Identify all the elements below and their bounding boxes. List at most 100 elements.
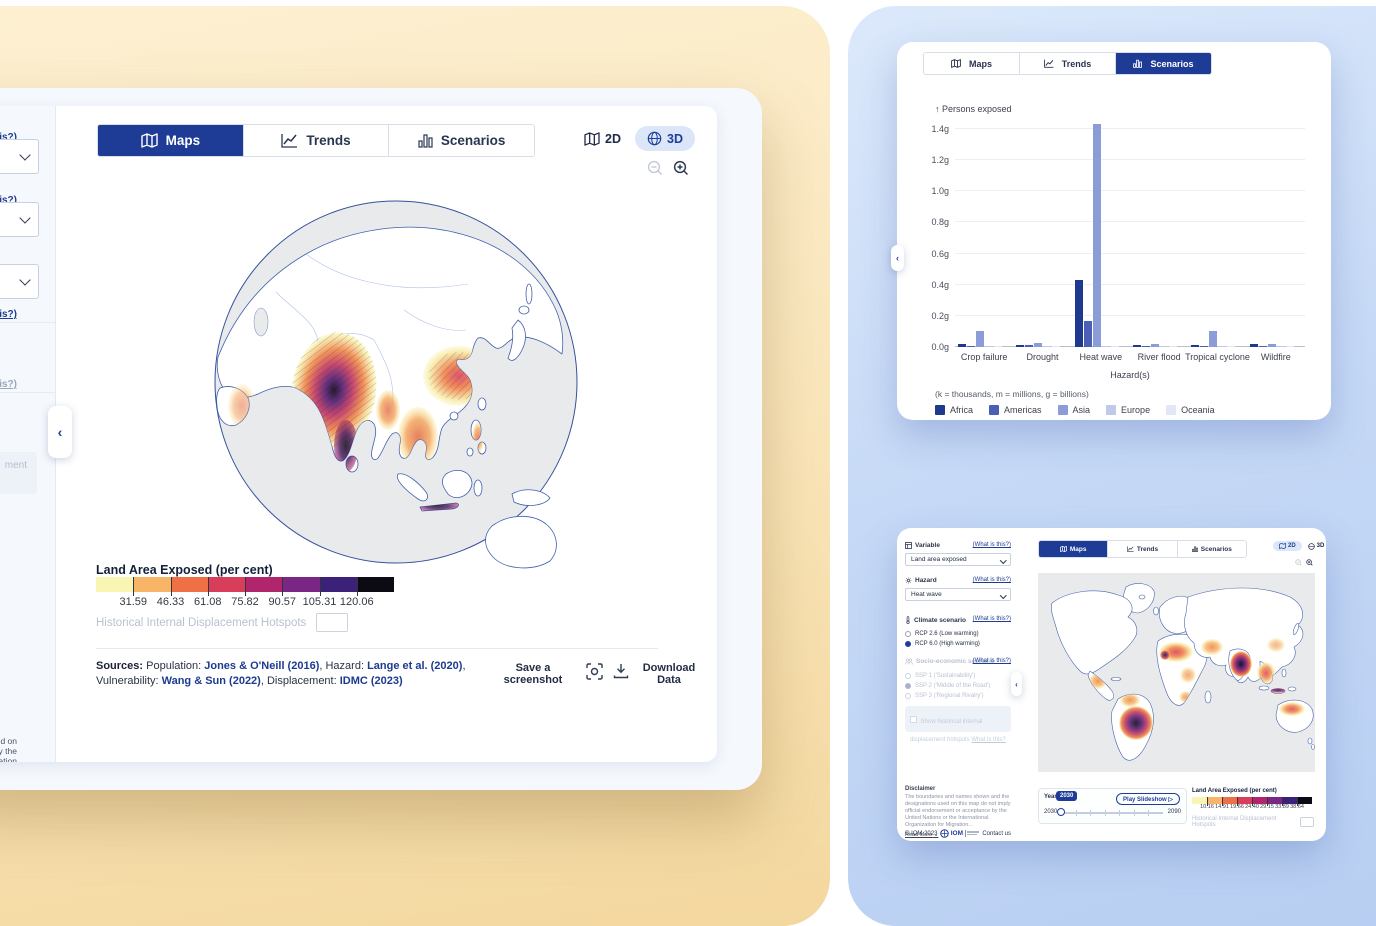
tab-trends[interactable]: Trends [243,125,390,156]
what-is-this-link[interactable]: (What is this?) [972,542,1011,548]
hazard-select[interactable]: Heat wave [905,588,1011,601]
view-2d-button[interactable]: 2D [582,127,623,151]
radio-rcp26[interactable]: RCP 2.6 (Low warming) [905,631,979,637]
what-is-this-link[interactable]: t is this?) [0,309,17,320]
tab-trends[interactable]: Trends [1108,541,1178,557]
view-3d-button[interactable]: 3D [1307,542,1324,550]
screenshot-icon[interactable] [586,663,603,680]
bar-europe-crop-failure[interactable] [985,346,993,347]
what-is-this-link[interactable]: t is this?) [0,195,17,206]
legend-item-americas[interactable]: Americas [989,405,1042,415]
chart-y-axis-title: ↑ Persons exposed [935,104,1012,114]
what-is-this-link[interactable]: (What is this?) [972,658,1011,664]
bar-asia-heat-wave[interactable] [1092,124,1101,347]
sidebar-collapse-button[interactable]: ‹ [1011,672,1022,696]
bar-europe-wildfire[interactable] [1276,346,1285,347]
sidebar-collapse-button[interactable]: ‹ [891,245,904,271]
bar-oceania-crop-failure[interactable] [994,346,1002,347]
zoom-in-icon[interactable] [1306,559,1313,566]
checkbox-icon[interactable] [910,716,917,723]
tab-scenarios[interactable]: Scenarios [1177,541,1246,557]
tab-scenarios[interactable]: Scenarios [1116,53,1211,74]
radio-rcp60[interactable]: RCP 6.0 (High warming) [905,641,980,647]
bar-americas-wildfire[interactable] [1258,345,1267,347]
bar-asia-river-flood[interactable] [1151,344,1159,347]
radio-ssp3-disabled[interactable]: SSP 3 ('Regional Rivalry') [905,693,984,699]
read-more-link[interactable]: Read More ⌄ [905,832,939,838]
contact-us-link[interactable]: Contact us [982,830,1011,837]
bar-africa-river-flood[interactable] [1133,345,1141,347]
bar-americas-river-flood[interactable] [1142,346,1150,347]
bar-americas-heat-wave[interactable] [1083,320,1092,347]
bar-chart-plot[interactable] [955,124,1305,347]
bar-europe-drought[interactable] [1043,346,1052,347]
scenario-select-clipped[interactable] [0,264,39,299]
tab-maps[interactable]: Maps [924,53,1020,74]
download-icon[interactable] [613,663,629,680]
bar-asia-crop-failure[interactable] [976,331,984,347]
bar-africa-drought[interactable] [1016,344,1025,347]
bar-africa-crop-failure[interactable] [958,343,966,347]
bar-asia-wildfire[interactable] [1267,343,1276,347]
source-link[interactable]: Lange et al. (2020) [367,660,463,672]
save-screenshot-button[interactable]: Save a screenshot [503,662,563,686]
legend-item-asia[interactable]: Asia [1057,405,1091,415]
year-slider-handle[interactable] [1057,808,1065,816]
bar-africa-wildfire[interactable] [1249,344,1258,347]
legend-label: Asia [1072,405,1091,415]
bar-africa-heat-wave[interactable] [1074,280,1083,347]
bar-oceania-heat-wave[interactable] [1110,346,1119,347]
hotspots-swatch-box[interactable] [316,613,349,632]
zoom-in-icon[interactable] [673,160,689,176]
bar-asia-drought[interactable] [1034,342,1043,347]
tab-maps[interactable]: Maps [1039,541,1109,557]
legend-item-europe[interactable]: Europe [1106,405,1150,415]
tab-maps[interactable]: Maps [98,125,244,156]
bar-africa-tropical-cyclone[interactable] [1191,345,1200,347]
tab-scenarios[interactable]: Scenarios [389,125,534,156]
zoom-out-icon[interactable] [1295,559,1302,566]
what-is-this-link-disabled[interactable]: What is this? [971,737,1006,743]
bar-oceania-wildfire[interactable] [1285,346,1294,347]
bar-asia-tropical-cyclone[interactable] [1209,330,1218,347]
bar-europe-tropical-cyclone[interactable] [1218,346,1227,347]
what-is-this-link-disabled[interactable]: t is this?) [0,379,17,390]
bar-oceania-drought[interactable] [1052,346,1061,347]
bar-europe-river-flood[interactable] [1160,346,1168,347]
source-link[interactable]: Jones & O'Neill (2016) [204,660,320,672]
divider [0,322,55,323]
zoom-out-icon[interactable] [647,160,663,176]
bar-americas-drought[interactable] [1025,345,1034,347]
legend-item-oceania[interactable]: Oceania [1166,405,1215,415]
legend-label: Oceania [1181,405,1215,415]
what-is-this-link[interactable]: (What is this?) [972,577,1011,583]
bar-oceania-river-flood[interactable] [1169,346,1177,347]
bar-oceania-tropical-cyclone[interactable] [1227,346,1236,347]
year-slider-track[interactable] [1061,810,1163,816]
view-2d-button[interactable]: 2D [1273,541,1302,551]
radio-ssp2-disabled[interactable]: SSP 2 ('Middle of the Road') [905,683,990,689]
hazard-select-clipped[interactable] [0,202,39,237]
what-is-this-link[interactable]: (What is this?) [972,616,1011,622]
what-is-this-link[interactable]: t is this?) [0,132,17,143]
globe-3d-map[interactable] [206,192,586,572]
legend-item-africa[interactable]: Africa [935,405,973,415]
tab-trends[interactable]: Trends [1020,53,1116,74]
hotspots-swatch-box[interactable] [1299,817,1314,827]
world-map-2d[interactable] [1038,573,1315,772]
source-link[interactable]: IDMC (2023) [339,675,403,687]
bar-americas-crop-failure[interactable] [967,345,975,347]
iom-logo[interactable]: IOM [939,829,980,838]
download-data-button[interactable]: Download Data [642,662,696,686]
source-link[interactable]: Wang & Sun (2022) [161,675,261,687]
bar-europe-heat-wave[interactable] [1101,346,1110,347]
play-slideshow-button[interactable]: Play Slideshow ▷ [1116,793,1180,805]
legend-tick-label: 19.66 [1230,804,1244,810]
variable-select[interactable]: Land area exposed [905,553,1011,566]
sidebar-collapse-button[interactable]: ‹ [48,406,72,458]
view-3d-button[interactable]: 3D [635,126,695,151]
legend-tick-label: 14.91 [1215,804,1229,810]
variable-select-clipped[interactable] [0,139,39,174]
bar-americas-tropical-cyclone[interactable] [1200,346,1209,347]
radio-ssp1-disabled[interactable]: SSP 1 ('Sustainability') [905,673,975,679]
